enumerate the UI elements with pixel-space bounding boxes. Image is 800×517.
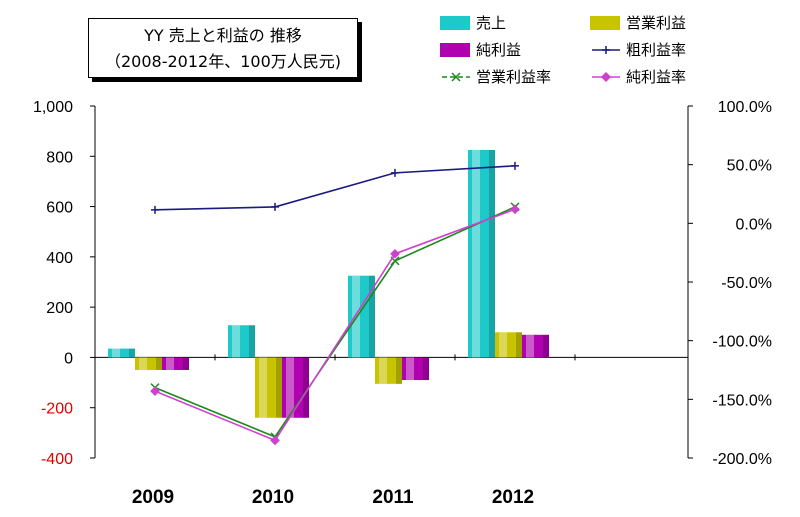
y-right-tick-label: -50.0% [721, 275, 772, 292]
legend-line-symbol [442, 72, 470, 82]
y-left-tick-label: 400 [46, 250, 73, 267]
point-粗利益率 [391, 168, 399, 177]
legend-line-symbol [592, 46, 620, 54]
bar-営業利益 [255, 357, 282, 418]
legend-line-symbol [592, 71, 620, 83]
legend-label: 純利益 [476, 41, 522, 59]
y-left-tick-label: 800 [46, 149, 73, 166]
line-純利益率 [154, 208, 516, 442]
chart-legend: 売上 営業利益純利益 粗利益率営業利益率 純利益率 [440, 12, 790, 102]
y-left-tick-label: -200 [41, 401, 73, 418]
legend-label: 粗利益率 [626, 41, 687, 59]
y-left-tick-label: 600 [46, 200, 73, 217]
y-right-tick-label: -200.0% [712, 451, 772, 468]
y-right-tick-label: 0.0% [736, 216, 772, 233]
y-left-tick-label: 200 [46, 300, 73, 317]
bar-営業利益 [375, 357, 402, 384]
point-粗利益率 [151, 205, 159, 214]
chart-subtitle: （2008-2012年、100万人民元) [105, 52, 341, 71]
bar-売上 [468, 150, 495, 358]
point-粗利益率 [511, 161, 519, 170]
legend-swatch [440, 43, 470, 57]
y-right-tick-label: 100.0% [718, 99, 772, 116]
point-純利益率 [270, 435, 280, 446]
legend-label: 売上 [476, 14, 507, 32]
legend-swatch [590, 16, 620, 30]
legend-label: 純利益率 [626, 68, 687, 86]
bar-営業利益 [495, 332, 522, 358]
legend-swatch [440, 16, 470, 30]
point-純利益率 [150, 386, 160, 396]
bar-営業利益 [135, 357, 162, 370]
bar-純利益 [522, 334, 549, 358]
legend-label: 営業利益 [626, 14, 687, 32]
y-left-tick-label: 1,000 [33, 99, 73, 116]
x-category-label: 2009 [132, 487, 174, 508]
bar-売上 [108, 348, 135, 358]
bar-純利益 [402, 357, 429, 381]
chart-title: YY 売上と利益の 推移 [144, 26, 302, 45]
point-粗利益率 [271, 202, 279, 211]
y-left-tick-label: -400 [41, 451, 73, 468]
bar-売上 [348, 275, 375, 358]
y-left-tick-label: 0 [64, 350, 73, 367]
chart-title-box: YY 売上と利益の 推移 （2008-2012年、100万人民元) [88, 18, 358, 78]
y-right-tick-label: -100.0% [712, 334, 772, 351]
x-category-label: 2010 [252, 487, 294, 508]
line-粗利益率 [154, 165, 516, 211]
point-純利益率 [390, 249, 400, 259]
bar-売上 [228, 325, 255, 358]
legend-label: 営業利益率 [476, 68, 552, 86]
point-純利益率 [510, 204, 520, 214]
bar-純利益 [162, 357, 189, 370]
x-category-label: 2012 [492, 487, 534, 508]
x-category-label: 2011 [372, 487, 414, 508]
line-営業利益率 [154, 206, 516, 438]
y-right-tick-label: -150.0% [712, 392, 772, 409]
y-right-tick-label: 50.0% [727, 158, 772, 175]
